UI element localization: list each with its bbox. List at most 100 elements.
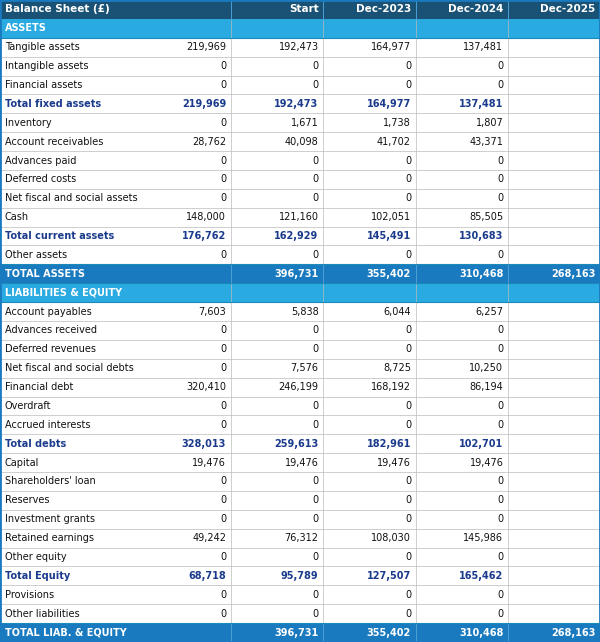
Bar	[0, 623, 600, 642]
Text: 108,030: 108,030	[371, 533, 411, 543]
Text: 7,576: 7,576	[290, 363, 319, 373]
Text: 49,242: 49,242	[192, 533, 226, 543]
Text: 0: 0	[497, 61, 503, 71]
Text: 168,192: 168,192	[371, 382, 411, 392]
Text: 0: 0	[220, 80, 226, 90]
Text: 0: 0	[220, 363, 226, 373]
Text: 0: 0	[497, 193, 503, 204]
Text: 396,731: 396,731	[274, 269, 319, 279]
Bar	[0, 283, 600, 302]
Text: 0: 0	[497, 514, 503, 525]
Bar	[0, 397, 600, 415]
Text: 6,044: 6,044	[383, 307, 411, 317]
Text: 0: 0	[220, 325, 226, 335]
Text: 19,476: 19,476	[470, 458, 503, 467]
Text: 0: 0	[220, 155, 226, 166]
Text: Total current assets: Total current assets	[5, 231, 114, 241]
Text: Shareholders' loan: Shareholders' loan	[5, 476, 95, 487]
Text: 268,163: 268,163	[551, 269, 595, 279]
Text: 5,838: 5,838	[291, 307, 319, 317]
Bar	[0, 19, 600, 38]
Text: 85,505: 85,505	[469, 212, 503, 222]
Text: Dec-2025: Dec-2025	[540, 4, 595, 14]
Text: Accrued interests: Accrued interests	[5, 420, 90, 430]
Bar	[0, 245, 600, 265]
Text: 219,969: 219,969	[182, 99, 226, 109]
Text: 0: 0	[497, 80, 503, 90]
Text: 165,462: 165,462	[459, 571, 503, 581]
Bar	[0, 113, 600, 132]
Text: 0: 0	[405, 552, 411, 562]
Text: 0: 0	[405, 420, 411, 430]
Text: LIABILITIES & EQUITY: LIABILITIES & EQUITY	[5, 288, 122, 298]
Text: 137,481: 137,481	[463, 42, 503, 52]
Bar	[0, 510, 600, 529]
Text: 0: 0	[405, 155, 411, 166]
Text: 0: 0	[220, 496, 226, 505]
Text: Investment grants: Investment grants	[5, 514, 95, 525]
Text: Start: Start	[289, 4, 319, 14]
Bar	[0, 76, 600, 94]
Text: 0: 0	[313, 496, 319, 505]
Text: Total debts: Total debts	[5, 438, 66, 449]
Text: 0: 0	[220, 250, 226, 260]
Text: Deferred costs: Deferred costs	[5, 175, 76, 184]
Text: 145,491: 145,491	[367, 231, 411, 241]
Text: 121,160: 121,160	[278, 212, 319, 222]
Text: Financial assets: Financial assets	[5, 80, 82, 90]
Text: 0: 0	[220, 175, 226, 184]
Bar	[0, 94, 600, 113]
Text: 0: 0	[220, 476, 226, 487]
Text: 0: 0	[405, 496, 411, 505]
Text: 0: 0	[405, 514, 411, 525]
Text: 0: 0	[497, 552, 503, 562]
Text: 0: 0	[497, 250, 503, 260]
Bar	[0, 415, 600, 434]
Text: 164,977: 164,977	[367, 99, 411, 109]
Text: Capital: Capital	[5, 458, 39, 467]
Text: Other assets: Other assets	[5, 250, 67, 260]
Bar	[0, 604, 600, 623]
Text: 0: 0	[220, 609, 226, 619]
Bar	[0, 453, 600, 472]
Text: 148,000: 148,000	[187, 212, 226, 222]
Text: 0: 0	[313, 175, 319, 184]
Text: TOTAL ASSETS: TOTAL ASSETS	[5, 269, 85, 279]
Text: Advances paid: Advances paid	[5, 155, 76, 166]
Text: 0: 0	[220, 420, 226, 430]
Text: 396,731: 396,731	[274, 628, 319, 638]
Text: 0: 0	[220, 61, 226, 71]
Text: 19,476: 19,476	[193, 458, 226, 467]
Text: Account payables: Account payables	[5, 307, 92, 317]
Text: 0: 0	[405, 590, 411, 600]
Text: Tangible assets: Tangible assets	[5, 42, 80, 52]
Text: 1,738: 1,738	[383, 117, 411, 128]
Text: 310,468: 310,468	[459, 269, 503, 279]
Text: 355,402: 355,402	[367, 269, 411, 279]
Text: 0: 0	[497, 476, 503, 487]
Text: 192,473: 192,473	[278, 42, 319, 52]
Text: 0: 0	[405, 80, 411, 90]
Text: 246,199: 246,199	[278, 382, 319, 392]
Text: 0: 0	[405, 61, 411, 71]
Text: 130,683: 130,683	[459, 231, 503, 241]
Text: 0: 0	[220, 117, 226, 128]
Text: 0: 0	[313, 590, 319, 600]
Text: 68,718: 68,718	[188, 571, 226, 581]
Text: Account receivables: Account receivables	[5, 137, 103, 146]
Text: 320,410: 320,410	[186, 382, 226, 392]
Text: 0: 0	[497, 155, 503, 166]
Text: 268,163: 268,163	[551, 628, 595, 638]
Text: 310,468: 310,468	[459, 628, 503, 638]
Text: 8,725: 8,725	[383, 363, 411, 373]
Bar	[0, 377, 600, 397]
Bar	[0, 38, 600, 56]
Text: 137,481: 137,481	[459, 99, 503, 109]
Text: 0: 0	[313, 401, 319, 411]
Bar	[0, 151, 600, 170]
Bar	[0, 548, 600, 566]
Text: 192,473: 192,473	[274, 99, 319, 109]
Text: 127,507: 127,507	[367, 571, 411, 581]
Text: 86,194: 86,194	[470, 382, 503, 392]
Text: 0: 0	[313, 193, 319, 204]
